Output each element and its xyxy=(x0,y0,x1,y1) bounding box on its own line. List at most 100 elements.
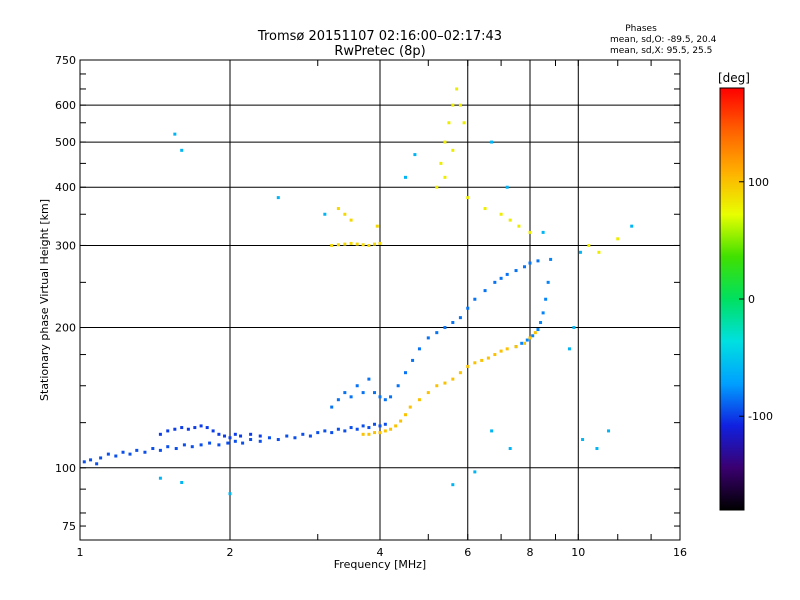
data-point xyxy=(343,242,347,246)
data-point xyxy=(408,405,412,409)
x-tick-label: 1 xyxy=(77,546,84,559)
y-axis-label: Stationary phase Virtual Height [km] xyxy=(38,199,51,401)
data-point xyxy=(336,398,340,402)
data-point xyxy=(361,424,365,428)
colorbar-tick-label: 100 xyxy=(748,176,769,189)
data-point xyxy=(143,450,147,454)
y-tick-label: 75 xyxy=(62,520,76,533)
data-point xyxy=(258,434,262,438)
data-point xyxy=(158,432,162,436)
data-point xyxy=(403,175,407,179)
data-point xyxy=(403,413,407,417)
data-point xyxy=(128,452,132,456)
data-point xyxy=(158,476,162,480)
data-point xyxy=(241,441,245,445)
data-point xyxy=(443,175,447,179)
data-point xyxy=(217,443,221,447)
data-point xyxy=(458,316,462,320)
data-point xyxy=(546,280,550,284)
data-point xyxy=(293,436,297,440)
data-point xyxy=(233,432,237,436)
data-point xyxy=(435,185,439,189)
data-point xyxy=(373,242,377,246)
x-tick-label: 10 xyxy=(571,546,585,559)
data-point xyxy=(572,326,576,330)
data-point xyxy=(531,334,535,338)
chart-subtitle: RwPretec (8p) xyxy=(334,44,425,59)
data-point xyxy=(541,230,545,234)
data-point xyxy=(186,427,190,431)
data-point xyxy=(361,243,365,247)
data-point xyxy=(473,297,477,301)
data-point xyxy=(486,356,490,360)
data-point xyxy=(473,361,477,365)
data-point xyxy=(330,243,334,247)
data-point xyxy=(343,391,347,395)
data-point xyxy=(99,456,103,460)
colorbar: [deg] 100 0 -100 xyxy=(718,71,773,511)
data-point xyxy=(343,212,347,216)
colorbar-label: [deg] xyxy=(718,71,750,85)
y-tick-label: 400 xyxy=(55,181,76,194)
data-point xyxy=(525,338,529,342)
data-point xyxy=(514,345,518,349)
data-point xyxy=(174,447,178,451)
data-point xyxy=(383,429,387,433)
data-point xyxy=(462,121,466,125)
data-point xyxy=(499,276,503,280)
data-point xyxy=(443,381,447,385)
data-point xyxy=(336,427,340,431)
data-point xyxy=(426,391,430,395)
x-tick-label: 8 xyxy=(527,546,534,559)
data-point xyxy=(233,439,237,443)
data-point xyxy=(499,212,503,216)
data-point xyxy=(616,237,620,241)
data-point xyxy=(490,140,494,144)
data-point xyxy=(373,431,377,435)
x-tick-label: 2 xyxy=(227,546,234,559)
data-point xyxy=(208,441,212,445)
data-point xyxy=(180,426,184,430)
data-point xyxy=(523,265,527,269)
colorbar-tick-label: -100 xyxy=(748,410,773,423)
data-point xyxy=(539,321,543,325)
data-point xyxy=(458,371,462,375)
data-point xyxy=(587,243,591,247)
data-point xyxy=(180,480,184,484)
data-point xyxy=(226,441,230,445)
y-tick-label: 750 xyxy=(55,54,76,67)
data-point xyxy=(158,448,162,452)
data-point xyxy=(106,452,110,456)
data-point xyxy=(367,432,371,436)
data-point xyxy=(199,443,203,447)
data-point xyxy=(355,242,359,246)
data-point xyxy=(517,224,521,228)
data-point xyxy=(135,448,139,452)
data-point xyxy=(383,422,387,426)
y-tick-label: 600 xyxy=(55,99,76,112)
data-point xyxy=(514,269,518,273)
data-point xyxy=(367,377,371,381)
legend-title: Phases xyxy=(625,24,657,34)
data-point xyxy=(361,391,365,395)
data-point xyxy=(378,395,382,399)
data-point xyxy=(367,426,371,430)
data-point xyxy=(473,470,477,474)
data-point xyxy=(228,492,232,496)
data-point xyxy=(223,434,227,438)
data-point xyxy=(367,243,371,247)
data-point xyxy=(451,148,455,152)
data-point xyxy=(403,371,407,375)
data-point xyxy=(536,259,540,263)
data-point xyxy=(536,328,540,332)
data-point xyxy=(199,424,203,428)
data-point xyxy=(373,422,377,426)
data-point xyxy=(323,212,327,216)
data-point xyxy=(301,432,305,436)
data-point xyxy=(443,326,447,330)
data-point xyxy=(451,321,455,325)
data-point xyxy=(190,445,194,449)
data-point xyxy=(211,429,215,433)
data-point xyxy=(173,132,177,136)
data-point xyxy=(389,427,393,431)
